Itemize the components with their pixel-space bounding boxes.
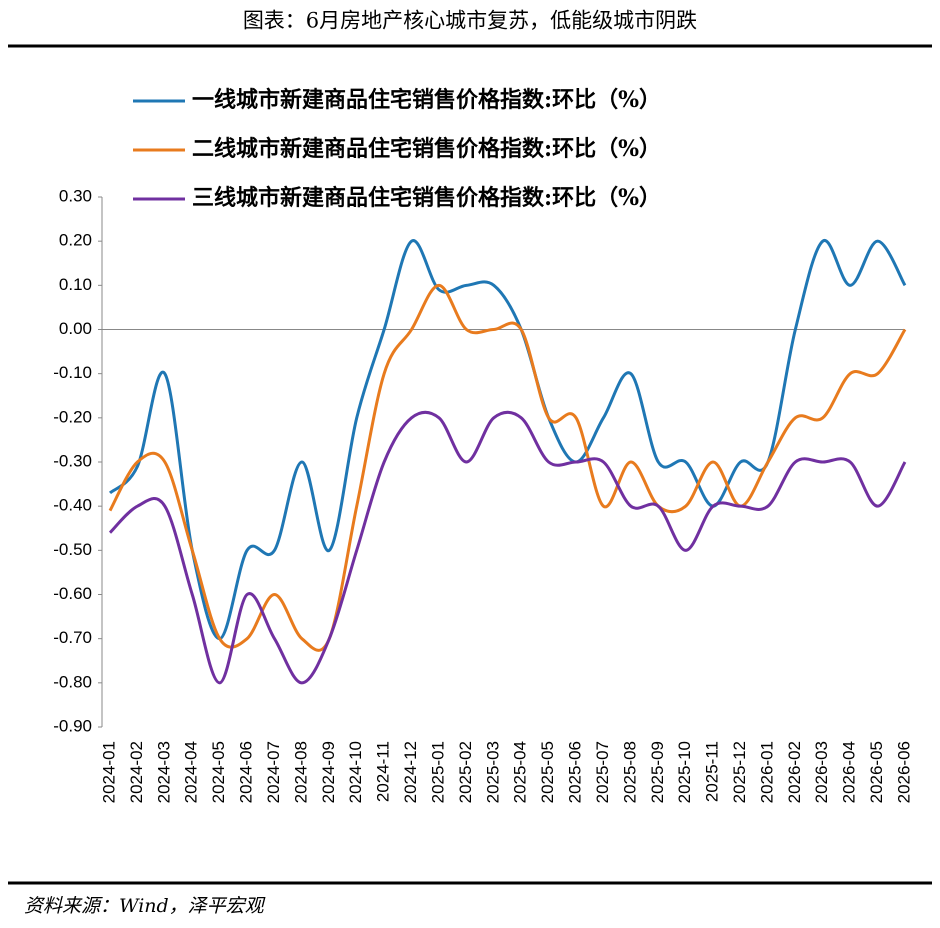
x-tick-label: 2024-11 — [374, 741, 393, 802]
x-tick-label: 2024-05 — [209, 741, 228, 803]
x-tick-label: 2024-04 — [182, 741, 201, 803]
x-tick-label: 2025-02 — [456, 741, 475, 803]
x-tick-label: 2025-09 — [648, 741, 667, 803]
x-tick-label: 2024-06 — [237, 741, 256, 803]
x-tick-label: 2026-06 — [894, 741, 913, 803]
series-line — [108, 239, 907, 641]
y-tick-label: -0.60 — [53, 584, 92, 603]
x-tick-label: 2024-01 — [99, 741, 118, 803]
legend-label: 二线城市新建商品住宅销售价格指数:环比（%） — [192, 136, 661, 162]
x-tick-label: 2025-05 — [538, 741, 557, 803]
source: 资料来源：Wind，泽平宏观 — [24, 895, 266, 917]
legend-label: 三线城市新建商品住宅销售价格指数:环比（%） — [192, 185, 661, 211]
y-tick-label: -0.10 — [53, 363, 92, 382]
x-tick-label: 2025-12 — [730, 741, 749, 803]
y-tick-label: 0.20 — [59, 231, 92, 250]
y-tick-label: 0.30 — [59, 186, 92, 205]
x-tick-label: 2026-02 — [785, 741, 804, 803]
y-tick-label: 0.00 — [59, 319, 92, 338]
chart-title: 图表：6月房地产核心城市复苏，低能级城市阴跌 — [243, 9, 697, 33]
y-tick-label: -0.50 — [53, 540, 92, 559]
y-tick-label: -0.80 — [53, 672, 92, 691]
legend-label: 一线城市新建商品住宅销售价格指数:环比（%） — [192, 87, 661, 113]
y-tick-label: -0.30 — [53, 451, 92, 470]
y-tick-label: -0.90 — [53, 716, 92, 735]
x-tick-label: 2024-10 — [346, 741, 365, 803]
x-tick-label: 2025-06 — [566, 741, 585, 803]
x-tick-label: 2024-03 — [154, 741, 173, 803]
x-tick-label: 2026-05 — [867, 741, 886, 803]
x-tick-label: 2025-10 — [675, 741, 694, 803]
x-tick-label: 2024-02 — [127, 741, 146, 803]
x-tick-label: 2024-07 — [264, 741, 283, 803]
y-tick-label: -0.70 — [53, 628, 92, 647]
y-tick-label: -0.20 — [53, 407, 92, 426]
x-tick-label: 2024-12 — [401, 741, 420, 803]
y-tick-label: -0.40 — [53, 496, 92, 515]
x-tick-label: 2026-01 — [757, 741, 776, 803]
x-tick-label: 2024-08 — [291, 741, 310, 803]
x-tick-label: 2025-07 — [593, 741, 612, 803]
x-tick-label: 2025-04 — [511, 741, 530, 803]
x-tick-label: 2026-04 — [840, 741, 859, 803]
x-tick-label: 2026-03 — [812, 741, 831, 803]
x-tick-label: 2025-01 — [428, 741, 447, 803]
x-tick-label: 2025-03 — [483, 741, 502, 803]
x-tick-label: 2024-09 — [319, 741, 338, 803]
y-tick-label: 0.10 — [59, 275, 92, 294]
x-tick-label: 2025-11 — [703, 741, 722, 802]
series-line — [108, 410, 907, 685]
series-line — [108, 283, 907, 652]
x-tick-label: 2025-08 — [620, 741, 639, 803]
